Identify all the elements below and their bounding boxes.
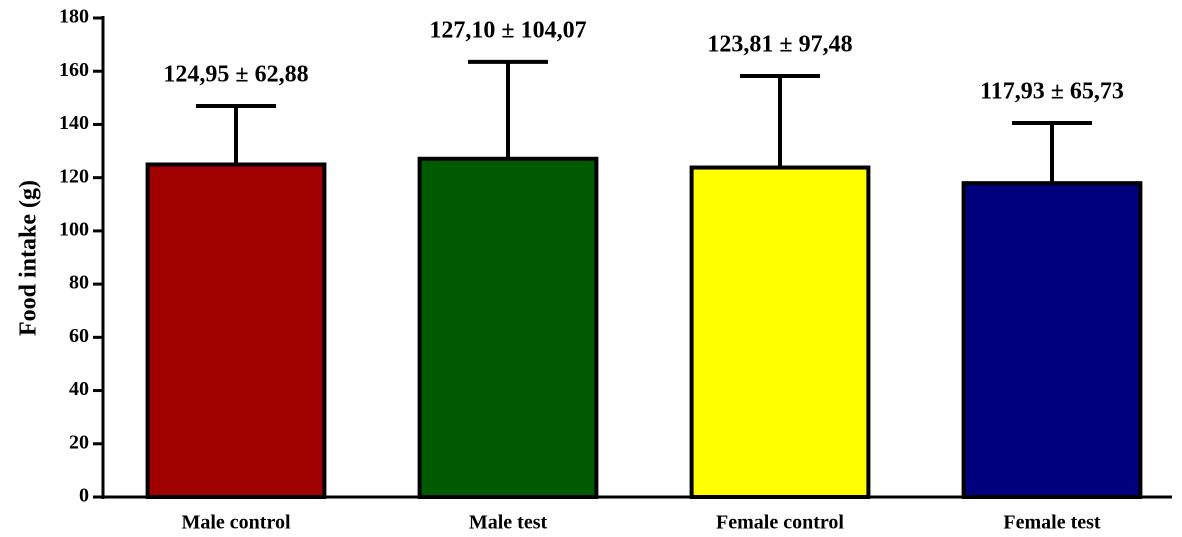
y-tick-label: 40	[69, 378, 89, 400]
x-tick-label: Male control	[181, 512, 290, 534]
y-tick-label: 100	[59, 218, 89, 240]
y-tick-label: 80	[69, 272, 89, 294]
x-tick-label: Female control	[716, 512, 844, 534]
value-label: 123,81 ± 97,48	[707, 31, 852, 57]
bar	[961, 181, 1143, 499]
y-tick-label: 140	[59, 112, 89, 134]
value-label: 127,10 ± 104,07	[429, 17, 586, 43]
y-tick-label: 60	[69, 325, 89, 347]
x-tick-label: Male test	[469, 512, 548, 534]
bar	[417, 156, 599, 500]
value-label: 124,95 ± 62,88	[163, 61, 308, 87]
value-label: 117,93 ± 65,73	[980, 79, 1124, 105]
y-tick-label: 160	[59, 59, 89, 81]
y-axis-label: Food intake (g)	[16, 180, 42, 336]
y-tick-label: 120	[59, 165, 89, 187]
x-tick-label: Female test	[1003, 512, 1101, 534]
bar	[689, 165, 871, 499]
bar	[145, 162, 327, 499]
y-tick-label: 20	[69, 431, 89, 453]
y-tick-label: 0	[79, 485, 89, 507]
y-tick-label: 180	[59, 6, 89, 28]
